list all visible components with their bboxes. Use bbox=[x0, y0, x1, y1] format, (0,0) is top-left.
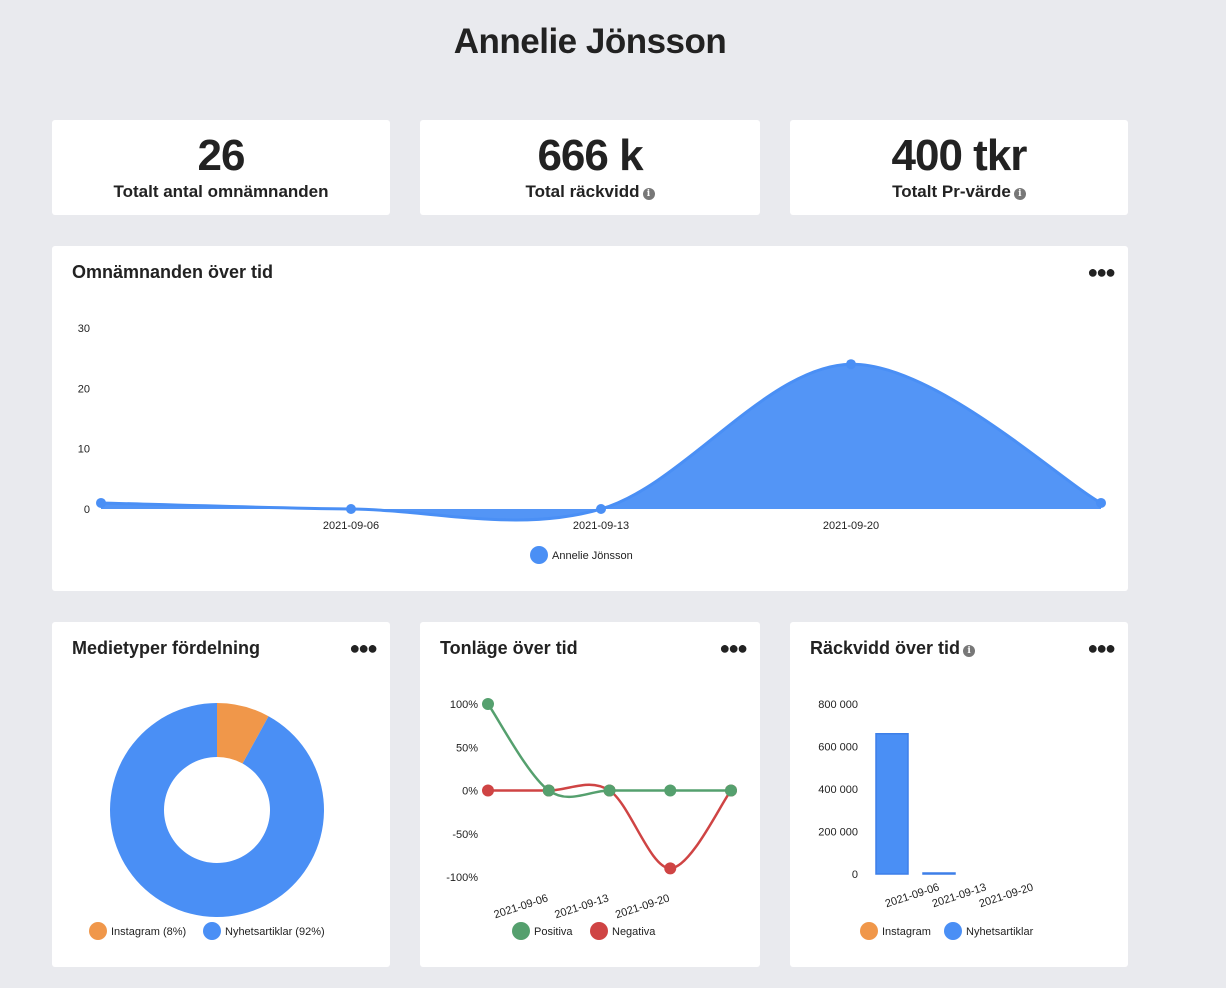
data-point bbox=[664, 784, 677, 797]
series-line bbox=[487, 783, 733, 870]
data-point bbox=[1096, 497, 1106, 508]
data-point bbox=[482, 698, 494, 710]
kpi-reach: 666 k Total räckvidd i bbox=[420, 120, 760, 215]
series-line bbox=[486, 703, 731, 799]
data-point bbox=[542, 784, 555, 797]
y-tick-label: -100% bbox=[446, 872, 478, 884]
x-tick-label: 2021-09-13 bbox=[553, 892, 610, 921]
legend-label: Instagram (8%) bbox=[111, 926, 186, 938]
legend-marker bbox=[512, 922, 530, 940]
x-tick-label: 2021-09-20 bbox=[823, 520, 879, 532]
legend-label: Instagram bbox=[882, 926, 931, 938]
x-tick-label: 2021-09-20 bbox=[978, 881, 1035, 910]
chart-title: Räckvidd över tid bbox=[810, 638, 961, 658]
y-tick-label: 600 000 bbox=[818, 742, 858, 754]
legend-marker bbox=[203, 922, 221, 940]
y-tick-label: 400 000 bbox=[818, 784, 858, 796]
info-icon[interactable]: i bbox=[642, 188, 655, 200]
legend-label: Negativa bbox=[612, 926, 656, 938]
x-tick-label: 2021-09-06 bbox=[492, 892, 549, 921]
y-tick-label: 0 bbox=[852, 869, 858, 881]
data-point bbox=[603, 784, 616, 797]
data-point bbox=[846, 359, 856, 370]
legend-label: Nyhetsartiklar bbox=[966, 926, 1034, 938]
reach-card: Räckvidd över tid i ●●● 0 200 000 400 000 60… bbox=[790, 622, 1128, 967]
legend-marker bbox=[860, 922, 878, 940]
kpi-mentions: 26 Totalt antal omnämnanden bbox=[52, 120, 390, 215]
kpi-pr-value: 400 tkr Totalt Pr-värde i bbox=[790, 120, 1128, 215]
mentions-chart: 0 10 20 30 2021-09-06 2021-09-13 2021-09-20 Ann… bbox=[78, 323, 1106, 564]
y-tick-label: 30 bbox=[78, 323, 90, 335]
page-title: Annelie Jönsson bbox=[453, 22, 727, 61]
data-point bbox=[346, 504, 356, 514]
kpi-value: 400 tkr bbox=[891, 131, 1028, 180]
data-point bbox=[596, 504, 606, 514]
bar bbox=[875, 733, 909, 875]
y-tick-label: -50% bbox=[452, 829, 478, 841]
info-icon[interactable]: i bbox=[963, 645, 976, 657]
y-tick-label: 20 bbox=[78, 383, 90, 395]
y-tick-label: 800 000 bbox=[818, 699, 858, 711]
tone-card: Tonläge över tid ●●● -100% -50% 0% 50% 100% 2… bbox=[420, 622, 760, 967]
data-point bbox=[482, 784, 494, 797]
tone-chart: -100% -50% 0% 50% 100% 2021-09-06 2021-09-13 20… bbox=[446, 698, 737, 940]
mentions-chart-card: Omnämnanden över tid ●●● 0 10 20 30 2021-09-… bbox=[52, 246, 1128, 591]
y-tick-label: 10 bbox=[78, 444, 90, 456]
pie-slice bbox=[217, 703, 269, 764]
chart-title: Medietyper fördelning bbox=[72, 638, 261, 658]
legend-marker bbox=[944, 922, 962, 940]
info-icon[interactable]: i bbox=[1013, 188, 1026, 200]
area-fill bbox=[101, 364, 1101, 520]
legend-label: Nyhetsartiklar (92%) bbox=[225, 926, 325, 938]
legend-label: Annelie Jönsson bbox=[552, 550, 633, 562]
kpi-value: 26 bbox=[197, 131, 246, 180]
data-point bbox=[664, 862, 677, 875]
pie-slice bbox=[109, 703, 324, 917]
chart-title: Tonläge över tid bbox=[440, 638, 578, 658]
y-tick-label: 200 000 bbox=[818, 827, 858, 839]
more-horizontal-icon[interactable]: ●●● bbox=[719, 638, 748, 658]
legend-marker bbox=[530, 546, 548, 564]
x-tick-label: 2021-09-13 bbox=[573, 520, 629, 532]
y-tick-label: 100% bbox=[450, 699, 478, 711]
kpi-value: 666 k bbox=[537, 131, 643, 180]
media-types-card: Medietyper fördelning ●●● Instagram (8%)… bbox=[52, 622, 390, 967]
legend-marker bbox=[89, 922, 107, 940]
kpi-label: Total räckvidd bbox=[525, 182, 640, 201]
series-line bbox=[100, 362, 1102, 522]
y-tick-label: 50% bbox=[456, 742, 478, 754]
kpi-label: Totalt antal omnämnanden bbox=[113, 182, 329, 201]
bar bbox=[922, 872, 956, 875]
legend-marker bbox=[590, 922, 608, 940]
more-horizontal-icon[interactable]: ●●● bbox=[1087, 262, 1116, 282]
y-tick-label: 0% bbox=[462, 786, 478, 798]
media-types-chart: Instagram (8%) Nyhetsartiklar (92%) bbox=[89, 703, 325, 940]
more-horizontal-icon[interactable]: ●●● bbox=[1087, 638, 1116, 658]
legend-label: Positiva bbox=[534, 926, 573, 938]
data-point bbox=[96, 497, 106, 508]
x-tick-label: 2021-09-20 bbox=[614, 892, 671, 921]
kpi-label: Totalt Pr-värde bbox=[892, 182, 1011, 201]
y-tick-label: 0 bbox=[84, 504, 90, 516]
more-horizontal-icon[interactable]: ●●● bbox=[349, 638, 378, 658]
chart-title: Omnämnanden över tid bbox=[72, 262, 274, 282]
data-point bbox=[725, 784, 737, 797]
x-tick-label: 2021-09-06 bbox=[323, 520, 379, 532]
